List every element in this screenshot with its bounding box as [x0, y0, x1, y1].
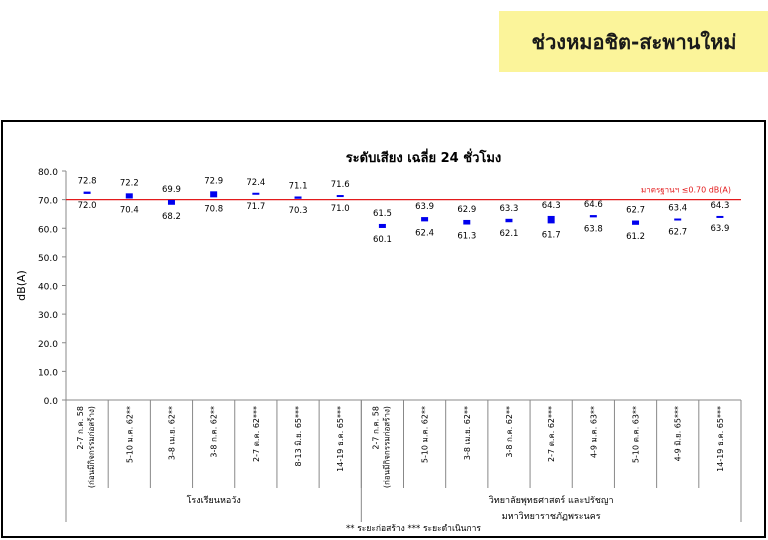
x-tick-label: 2-7 ต.ค. 62***: [547, 406, 556, 462]
max-value-label: 64.3: [542, 201, 561, 211]
x-tick-label: 4-9 มิ.ย. 65***: [674, 406, 683, 461]
min-value-label: 61.7: [542, 230, 561, 240]
range-bar: [83, 191, 91, 194]
min-value-label: 70.4: [120, 205, 139, 215]
range-bar: [421, 217, 429, 222]
min-value-label: 68.2: [162, 212, 181, 222]
range-bar: [674, 218, 682, 221]
x-tick-label: 2-7 ก.ค. 58: [371, 406, 380, 450]
x-tick-label: 14-19 ธ.ค. 65***: [336, 406, 345, 472]
x-tick-label: 4-9 ม.ค. 63**: [589, 406, 598, 458]
range-bar: [505, 218, 513, 223]
range-bar: [589, 215, 597, 218]
min-value-label: 62.1: [500, 229, 519, 239]
range-bar: [336, 195, 344, 198]
y-tick-label: 10.0: [38, 368, 58, 378]
max-value-label: 61.5: [373, 209, 392, 219]
max-value-label: 71.6: [331, 180, 350, 190]
chart-title: ระดับเสียง เฉลี่ย 24 ชั่วโมง: [346, 148, 502, 166]
y-tick-label: 0.0: [44, 397, 59, 407]
group-label-line2: มหาวิทยาราชภัฏพระนคร: [502, 511, 601, 522]
x-tick-label: 5-10 ม.ค. 62**: [125, 406, 134, 463]
y-tick-label: 60.0: [38, 225, 58, 235]
min-value-label: 70.3: [289, 206, 308, 216]
min-value-label: 62.4: [415, 228, 434, 238]
page-title: ช่วงหมอชิต-สะพานใหม่: [531, 29, 737, 54]
min-value-label: 60.1: [373, 235, 392, 245]
x-tick-label-note: (ก่อนมีกิจกรรมก่อสร้าง): [382, 406, 391, 488]
x-tick-label: 5-10 ต.ค. 63**: [632, 406, 641, 463]
min-value-label: 72.0: [78, 201, 97, 211]
max-value-label: 64.6: [584, 200, 603, 210]
range-bar: [716, 215, 724, 218]
x-tick-label: 3-8 เม.ย. 62**: [463, 406, 472, 460]
range-bar: [378, 223, 386, 228]
range-bar: [632, 220, 640, 225]
y-tick-label: 50.0: [38, 254, 58, 264]
max-value-label: 69.9: [162, 185, 181, 195]
min-value-label: 61.3: [457, 232, 476, 242]
footnote: ** ระยะก่อสร้าง *** ระยะดำเนินการ: [346, 523, 481, 534]
x-tick-label: 2-7 ก.ค. 58: [76, 406, 85, 450]
range-bar: [252, 192, 260, 195]
y-tick-label: 30.0: [38, 311, 58, 321]
noise-chart: ระดับเสียง เฉลี่ย 24 ชั่วโมง 0.0 10.0 20.0 3…: [15, 148, 742, 534]
max-value-label: 63.9: [415, 202, 434, 212]
min-value-label: 62.7: [668, 228, 687, 238]
range-bar: [167, 199, 175, 205]
y-axis-label: dB(A): [15, 270, 28, 301]
chart-frame: ระดับเสียง เฉลี่ย 24 ชั่วโมง 0.0 10.0 20.0 3…: [1, 120, 766, 538]
min-value-label: 71.0: [331, 204, 350, 214]
range-bar: [547, 215, 555, 224]
range-bar: [294, 196, 302, 199]
min-value-label: 63.9: [710, 224, 729, 234]
x-tick-label: 3-8 ก.ค. 62**: [210, 406, 219, 458]
group-label: โรงเรียนหอวัง: [187, 495, 241, 506]
max-value-label: 64.3: [710, 201, 729, 211]
max-value-label: 62.9: [457, 205, 476, 215]
group-label: วิทยาลัยพุทธศาสตร์ และปรัชญา: [489, 494, 614, 506]
x-tick-label: 8-13 มิ.ย. 65***: [294, 406, 303, 466]
range-bar: [210, 191, 218, 198]
y-tick-label: 20.0: [38, 340, 58, 350]
standard-label: มาตรฐานฯ ≤0.70 dB(A): [641, 186, 731, 195]
x-tick-label: 14-19 ธ.ค. 65***: [716, 406, 725, 472]
x-tick-label: 3-8 ก.ค. 62**: [505, 406, 514, 458]
min-value-label: 63.8: [584, 224, 603, 234]
max-value-label: 72.9: [204, 176, 223, 186]
y-tick-label: 70.0: [38, 197, 58, 207]
range-bar: [463, 219, 471, 225]
max-value-label: 72.8: [78, 177, 97, 187]
title-banner: ช่วงหมอชิต-สะพานใหม่: [499, 11, 768, 72]
y-tick-label: 40.0: [38, 283, 58, 293]
max-value-label: 72.2: [120, 178, 139, 188]
x-tick-label: 2-7 ต.ค. 62***: [252, 406, 261, 462]
min-value-label: 70.8: [204, 204, 223, 214]
range-bar: [125, 193, 133, 199]
min-value-label: 71.7: [246, 202, 265, 212]
min-value-label: 61.2: [626, 232, 645, 242]
x-tick-label: 3-8 เม.ย. 62**: [167, 406, 176, 460]
max-value-label: 63.4: [668, 204, 687, 214]
y-tick-label: 80.0: [38, 168, 58, 178]
max-value-label: 62.7: [626, 206, 645, 216]
max-value-label: 63.3: [500, 204, 519, 214]
x-tick-label: 5-10 ม.ค. 62**: [421, 406, 430, 463]
x-tick-label-note: (ก่อนมีกิจกรรมก่อสร้าง): [87, 406, 96, 488]
max-value-label: 71.1: [289, 181, 308, 191]
max-value-label: 72.4: [246, 178, 265, 188]
